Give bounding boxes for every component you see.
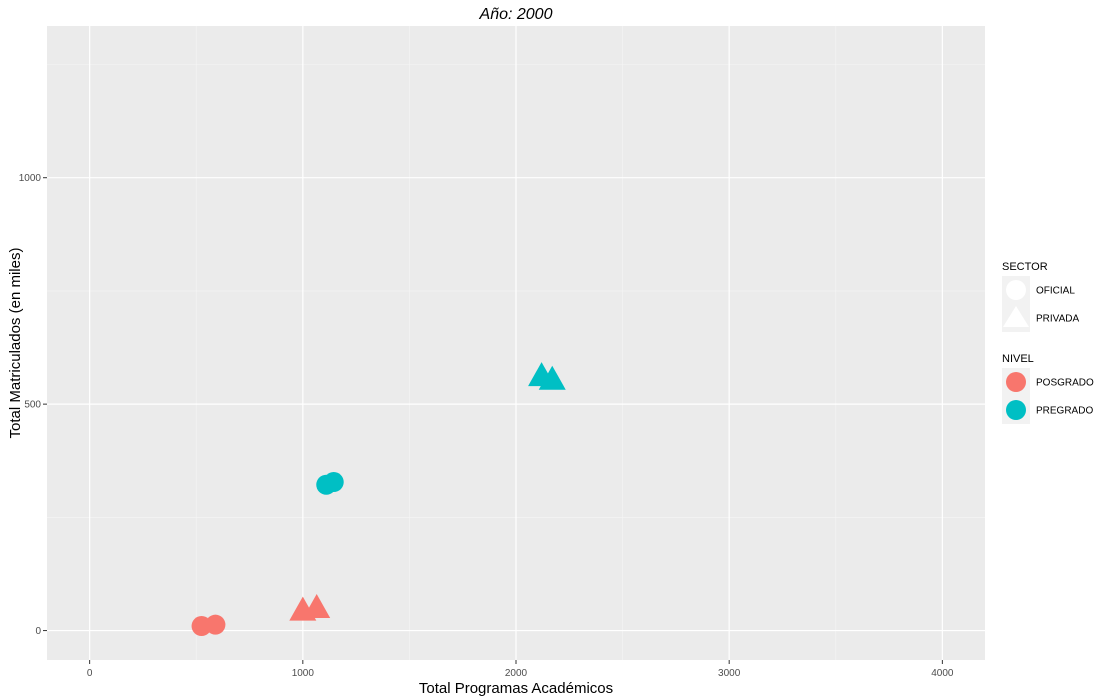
axes: 0 1000 2000 3000 4000 0 500 1000 <box>19 173 954 679</box>
x-axis-title: Total Programas Académicos <box>419 680 613 697</box>
legend-color-symbol <box>1006 372 1026 392</box>
x-tick-label: 1000 <box>292 668 315 679</box>
x-tick-label: 3000 <box>718 668 741 679</box>
legend-color-symbol <box>1006 400 1026 420</box>
legend-label: OFICIAL <box>1036 286 1075 297</box>
chart-title: Año: 2000 <box>479 6 553 23</box>
y-tick-label: 500 <box>24 400 41 411</box>
x-tick-label: 4000 <box>931 668 954 679</box>
x-tick-label: 0 <box>87 668 93 679</box>
legend-triangle-symbol <box>1003 306 1029 327</box>
data-point-triangle <box>303 593 331 618</box>
y-tick-label: 0 <box>35 626 41 637</box>
y-axis-title: Total Matriculados (en miles) <box>7 248 24 439</box>
legend-label: PREGRADO <box>1036 406 1093 417</box>
legend-circle-symbol <box>1006 280 1026 300</box>
data-point-circle <box>205 614 226 635</box>
legend-title: SECTOR <box>1002 261 1048 273</box>
data-points <box>191 362 566 637</box>
legend-label: PRIVADA <box>1036 314 1079 325</box>
plot-panel <box>47 26 985 660</box>
legend: SECTOR OFICIAL PRIVADA NIVEL POSGRADO PREGRAD… <box>1002 261 1094 424</box>
data-point-triangle <box>538 365 566 390</box>
x-tick-label: 2000 <box>505 668 528 679</box>
y-tick-label: 1000 <box>19 173 42 184</box>
legend-title: NIVEL <box>1002 353 1034 365</box>
data-point-circle <box>323 472 344 493</box>
legend-label: POSGRADO <box>1036 378 1094 389</box>
